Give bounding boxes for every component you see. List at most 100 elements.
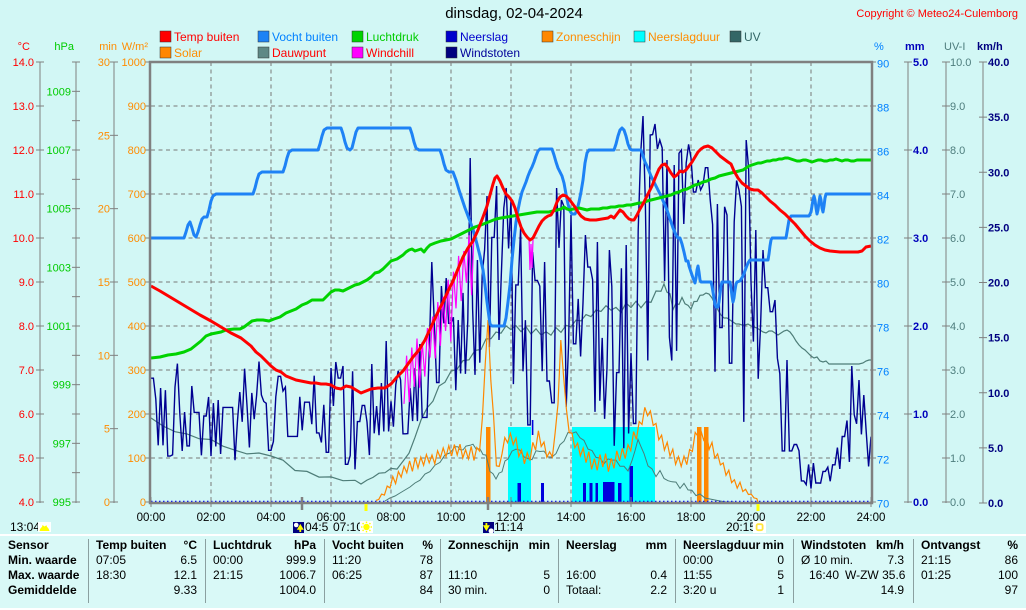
svg-text:1001: 1001	[47, 321, 71, 333]
svg-text:20:15: 20:15	[726, 520, 756, 534]
svg-text:1000: 1000	[122, 57, 146, 69]
svg-text:1003: 1003	[47, 262, 71, 274]
svg-text:400: 400	[128, 321, 146, 333]
svg-text:7.0: 7.0	[19, 365, 34, 377]
svg-text:25.0: 25.0	[988, 222, 1009, 234]
svg-text:06:00: 06:00	[317, 512, 346, 524]
svg-text:24:00: 24:00	[857, 512, 886, 524]
svg-text:700: 700	[128, 189, 146, 201]
svg-text:20.0: 20.0	[988, 278, 1009, 290]
svg-text:3.0: 3.0	[913, 233, 928, 245]
svg-text:9.0: 9.0	[950, 101, 965, 113]
svg-text:W/m²: W/m²	[122, 41, 149, 53]
svg-text:25: 25	[98, 130, 110, 142]
svg-text:72: 72	[877, 455, 889, 467]
svg-text:40.0: 40.0	[988, 57, 1009, 69]
svg-text:0: 0	[104, 497, 110, 509]
svg-text:84: 84	[877, 191, 889, 203]
svg-text:min: min	[99, 41, 117, 53]
svg-text:800: 800	[128, 145, 146, 157]
svg-text:11.0: 11.0	[13, 189, 34, 201]
svg-text:14:00: 14:00	[557, 512, 586, 524]
svg-text:1005: 1005	[47, 204, 71, 216]
svg-text:4.0: 4.0	[913, 145, 928, 157]
svg-text:86: 86	[877, 147, 889, 159]
svg-text:10: 10	[98, 350, 110, 362]
svg-text:0: 0	[140, 497, 146, 509]
svg-text:5.0: 5.0	[19, 453, 34, 465]
svg-text:UV-I: UV-I	[944, 41, 965, 53]
svg-text:20: 20	[98, 204, 110, 216]
svg-text:1.0: 1.0	[913, 409, 928, 421]
svg-text:14.0: 14.0	[13, 57, 34, 69]
svg-text:5.0: 5.0	[950, 277, 965, 289]
svg-text:UV: UV	[744, 30, 761, 44]
svg-text:00:00: 00:00	[137, 512, 166, 524]
svg-text:04:00: 04:00	[257, 512, 286, 524]
svg-text:Dauwpunt: Dauwpunt	[272, 46, 327, 60]
svg-text:0.0: 0.0	[988, 498, 1003, 510]
svg-text:5.0: 5.0	[988, 443, 1003, 455]
svg-text:Windchill: Windchill	[366, 46, 414, 60]
svg-text:6.0: 6.0	[19, 409, 34, 421]
svg-text:08:00: 08:00	[377, 512, 406, 524]
svg-text:10.0: 10.0	[950, 57, 971, 69]
svg-text:km/h: km/h	[977, 41, 1003, 53]
svg-text:0.0: 0.0	[913, 497, 928, 509]
svg-text:5.0: 5.0	[913, 57, 928, 69]
svg-text:2.0: 2.0	[950, 409, 965, 421]
svg-text:Neerslagduur: Neerslagduur	[648, 30, 720, 44]
svg-text:995: 995	[53, 497, 71, 509]
svg-text:600: 600	[128, 233, 146, 245]
svg-text:02:00: 02:00	[197, 512, 226, 524]
svg-text:12.0: 12.0	[13, 145, 34, 157]
svg-text:100: 100	[128, 453, 146, 465]
svg-text:500: 500	[128, 277, 146, 289]
svg-text:10.0: 10.0	[13, 233, 34, 245]
svg-text:15.0: 15.0	[988, 333, 1009, 345]
svg-text:Zonneschijn: Zonneschijn	[556, 30, 621, 44]
svg-text:80: 80	[877, 279, 889, 291]
svg-text:9.0: 9.0	[19, 277, 34, 289]
svg-text:4.0: 4.0	[19, 497, 34, 509]
svg-text:30: 30	[98, 57, 110, 69]
svg-text:04:5: 04:5	[305, 520, 329, 534]
svg-text:74: 74	[877, 411, 889, 423]
svg-text:4.0: 4.0	[950, 321, 965, 333]
svg-text:90: 90	[877, 59, 889, 71]
svg-text:997: 997	[53, 438, 71, 450]
svg-text:07:10: 07:10	[333, 520, 363, 534]
svg-text:35.0: 35.0	[988, 112, 1009, 124]
svg-text:78: 78	[877, 323, 889, 335]
svg-text:18:00: 18:00	[677, 512, 706, 524]
svg-text:76: 76	[877, 367, 889, 379]
svg-text:dinsdag, 02-04-2024: dinsdag, 02-04-2024	[445, 5, 583, 22]
svg-text:Neerslag: Neerslag	[460, 30, 508, 44]
svg-text:6.0: 6.0	[950, 233, 965, 245]
svg-text:3.0: 3.0	[950, 365, 965, 377]
svg-text:mm: mm	[905, 41, 925, 53]
svg-text:12:00: 12:00	[497, 512, 526, 524]
svg-text:1007: 1007	[47, 145, 71, 157]
svg-text:Luchtdruk: Luchtdruk	[366, 30, 420, 44]
svg-text:5: 5	[104, 424, 110, 436]
svg-text:8.0: 8.0	[950, 145, 965, 157]
svg-text:7.0: 7.0	[950, 189, 965, 201]
svg-text:11:14: 11:14	[494, 520, 523, 534]
svg-text:82: 82	[877, 235, 889, 247]
svg-text:2.0: 2.0	[913, 321, 928, 333]
svg-text:Copyright © Meteo24-Culemborg: Copyright © Meteo24-Culemborg	[856, 8, 1018, 20]
svg-text:200: 200	[128, 409, 146, 421]
svg-text:900: 900	[128, 101, 146, 113]
svg-text:13:04: 13:04	[10, 520, 40, 534]
svg-text:°C: °C	[18, 41, 30, 53]
svg-text:10.0: 10.0	[988, 388, 1009, 400]
svg-text:1.0: 1.0	[950, 453, 965, 465]
svg-text:Solar: Solar	[174, 46, 202, 60]
svg-text:13.0: 13.0	[13, 101, 34, 113]
svg-text:10:00: 10:00	[437, 512, 466, 524]
svg-text:70: 70	[877, 499, 889, 511]
svg-text:Windstoten: Windstoten	[460, 46, 520, 60]
svg-text:8.0: 8.0	[19, 321, 34, 333]
svg-text:0.0: 0.0	[950, 497, 965, 509]
